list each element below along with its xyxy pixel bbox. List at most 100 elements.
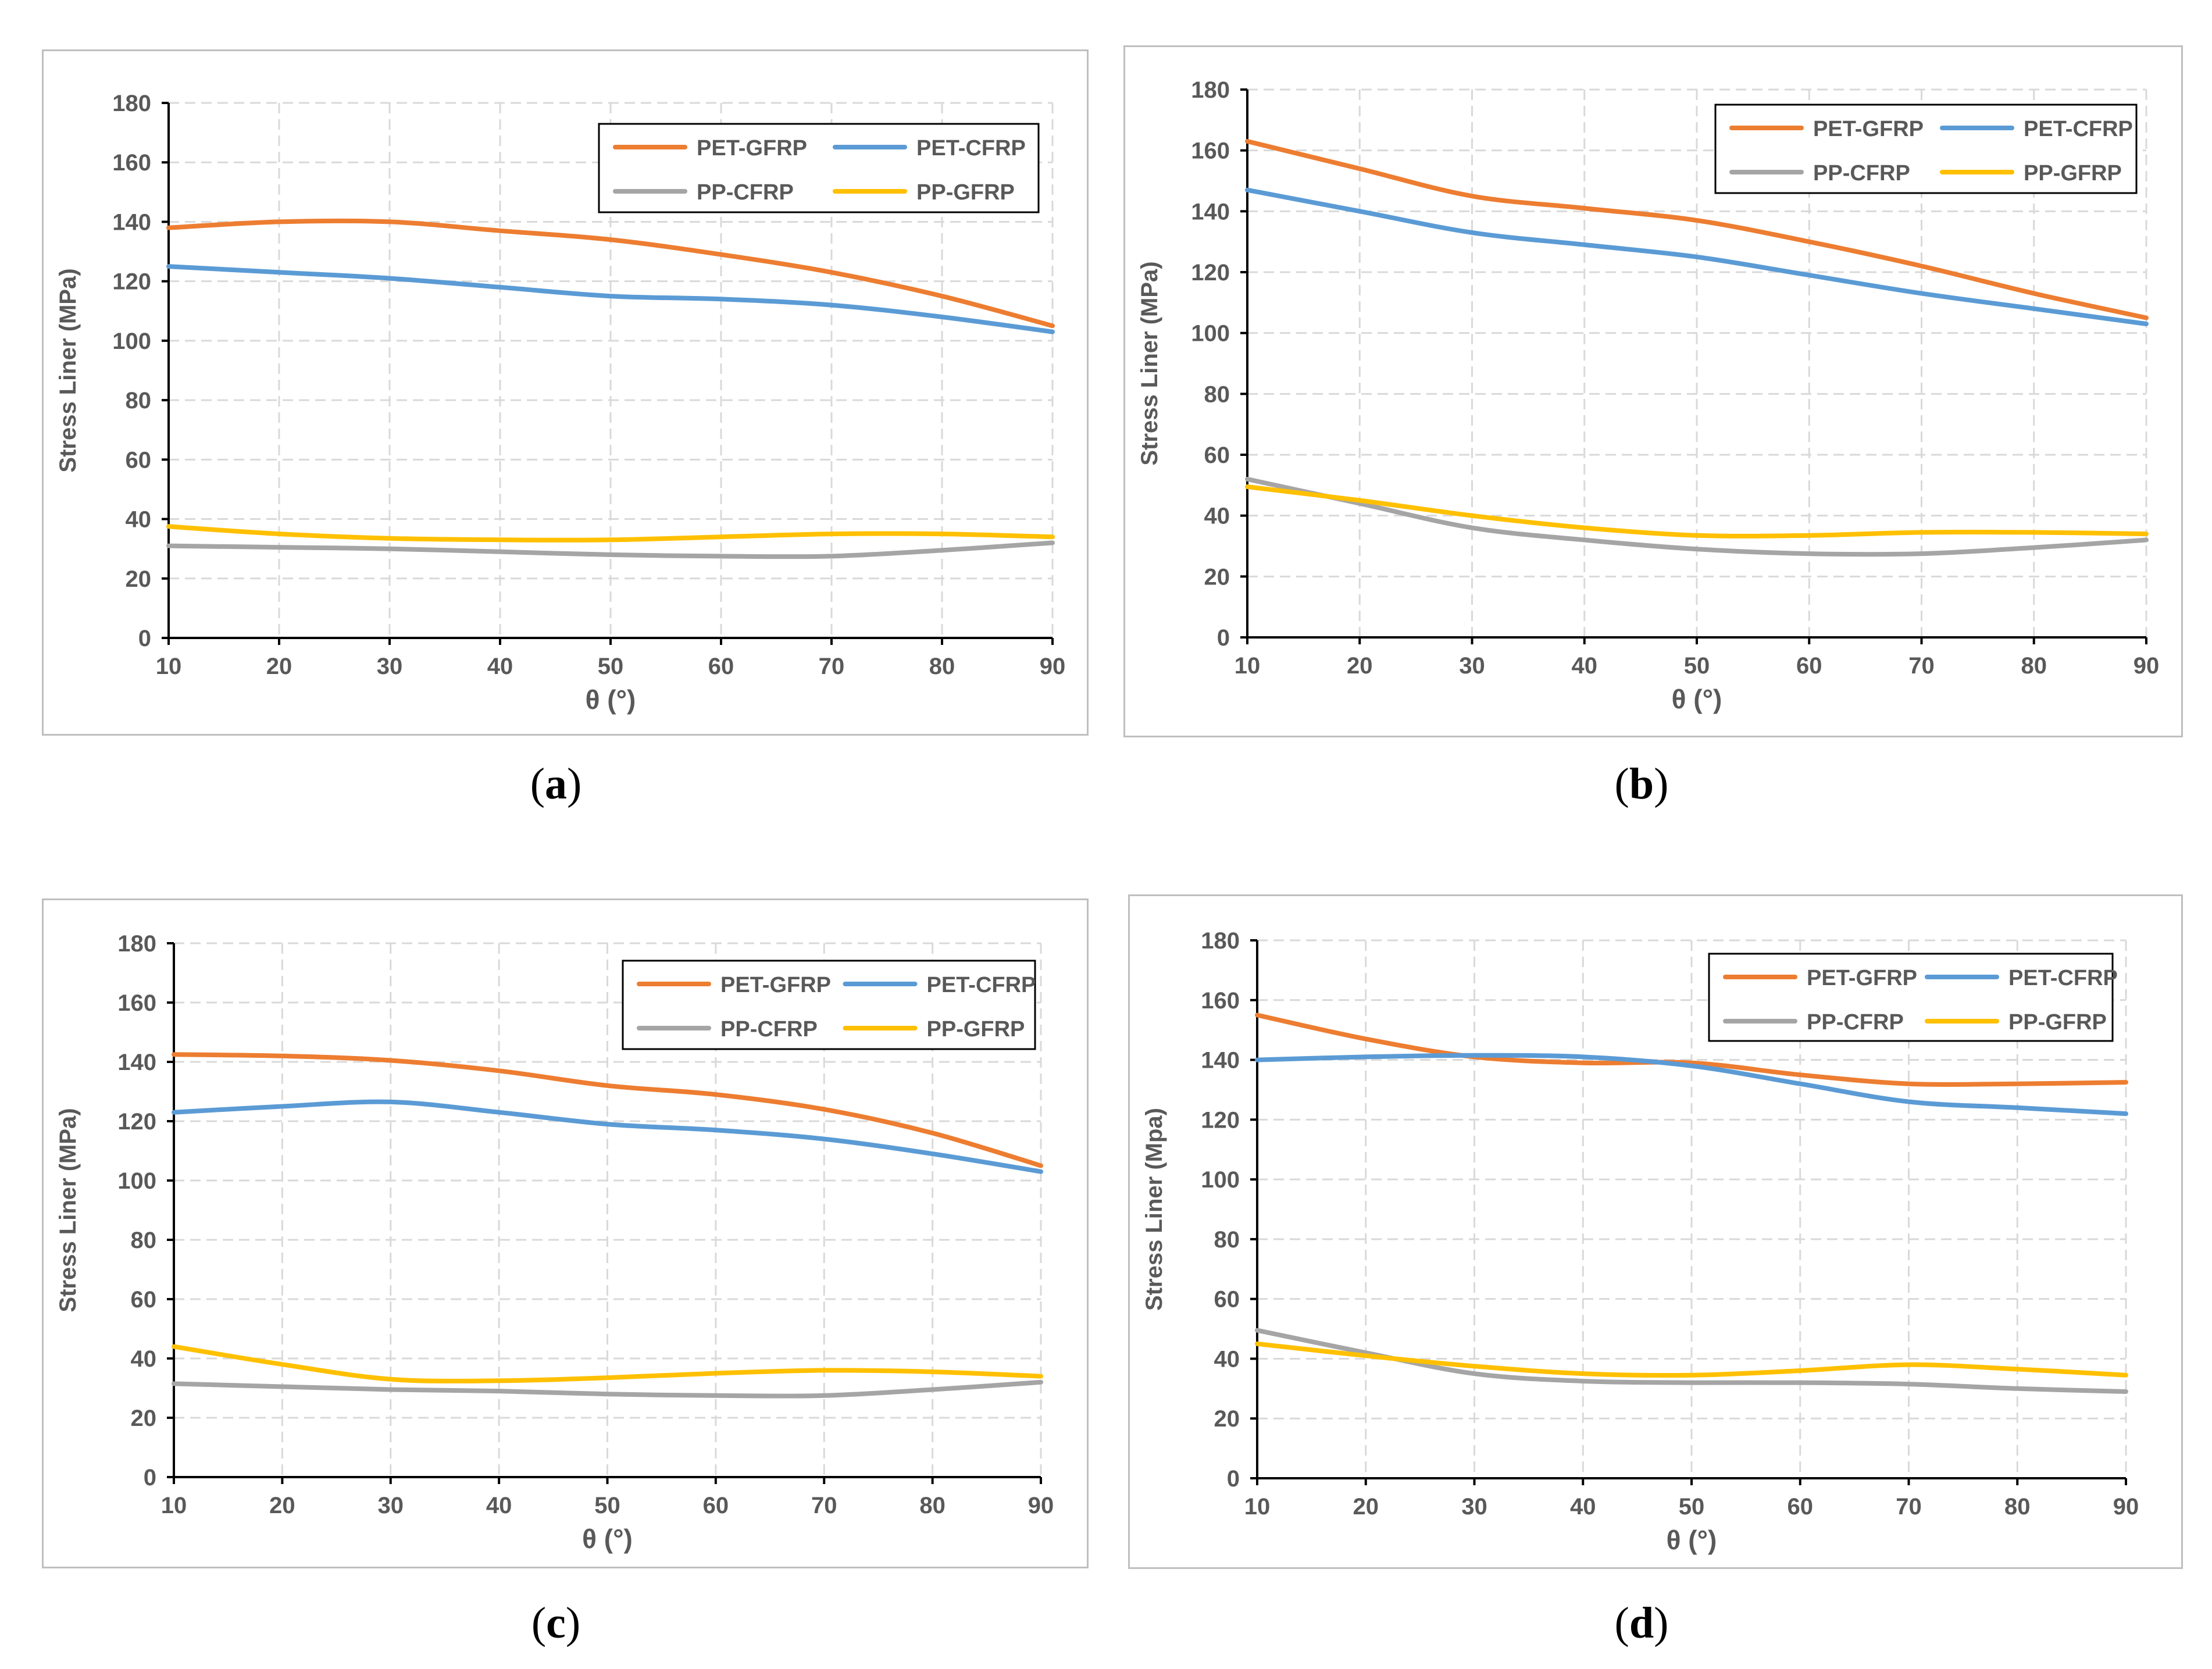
chart1-y-tick-label: 120 [1191, 260, 1230, 286]
chart0-y-tick-label: 120 [112, 269, 151, 295]
chart0-y-tick-label: 180 [112, 91, 151, 116]
chart-b: 0 20 40 60 80 100 120 140 160 180 10 20 30 40 50 60 70 80… [1123, 45, 2183, 737]
chart0-y-axis-label: Stress Liner (MPa) [55, 268, 81, 472]
chart0-y-tick-label: 160 [112, 150, 151, 176]
chart-c: 0 20 40 60 80 100 120 140 160 180 10 20 30 40 50 60 70 80… [42, 898, 1089, 1568]
chart3-series-pet-gfrp-line [1255, 1012, 2128, 1087]
chart0-series-pet-cfrp-line [166, 264, 1055, 334]
chart1-x-axis-label: θ (°) [1672, 684, 1722, 714]
chart3-legend-box [1708, 953, 2114, 1042]
chart0-y-tick-label: 20 [126, 566, 152, 592]
chart2-series-pp-cfrp-line [172, 1379, 1043, 1399]
chart1-y-tick-label: 60 [1204, 443, 1230, 468]
chart3-y-tick-label: 140 [1201, 1048, 1240, 1074]
chart0-series-pp-cfrp-line [166, 540, 1055, 559]
chart0-legend-label-pp-gfrp: PP-GFRP [916, 180, 1015, 205]
chart3-legend: PET-GFRP PET-CFRP PP-CFRP PP-GFRP [1708, 953, 2118, 1042]
chart0-legend-label-pet-cfrp: PET-CFRP [916, 136, 1026, 161]
chart2-legend-label-pet-gfrp: PET-GFRP [720, 973, 831, 997]
chart0-y-tick-label: 0 [138, 626, 151, 651]
chart3-y-tick-label: 100 [1201, 1167, 1240, 1193]
chart1-legend: PET-GFRP PET-CFRP PP-CFRP PP-GFRP [1714, 104, 2138, 194]
chart2-x-tick-label: 50 [594, 1493, 620, 1518]
chart-a: 0 20 40 60 80 100 120 140 160 180 10 20 30 40 50 60 70 80… [42, 49, 1089, 736]
chart1-x-tick-label: 90 [2133, 653, 2160, 679]
chart1-legend-label-pp-cfrp: PP-CFRP [1813, 161, 1910, 186]
chart0-legend-label-pp-cfrp: PP-CFRP [697, 180, 794, 205]
chart3-legend-label-pet-gfrp: PET-GFRP [1807, 966, 1917, 990]
chart2-y-tick-label: 0 [144, 1465, 156, 1490]
chart3-y-tick-label: 20 [1214, 1406, 1240, 1432]
chart3-x-tick-label: 90 [2113, 1494, 2139, 1520]
chart1-series-pet-cfrp-line [1245, 187, 2149, 326]
chart1-legend-label-pet-gfrp: PET-GFRP [1813, 117, 1924, 141]
chart1-y-tick-label: 80 [1204, 381, 1230, 407]
chart0-y-tick-label: 100 [112, 329, 151, 354]
chart2-y-tick-label: 80 [131, 1228, 157, 1253]
chart3-legend-label-pp-gfrp: PP-GFRP [2008, 1010, 2107, 1035]
chart0-legend: PET-GFRP PET-CFRP PP-CFRP PP-GFRP [598, 123, 1040, 213]
chart2-y-tick-label: 160 [117, 990, 156, 1016]
chart3-y-tick-label: 160 [1201, 988, 1240, 1014]
chart0-legend-box [598, 123, 1040, 213]
chart3-x-tick-label: 20 [1353, 1494, 1379, 1520]
chart3-y-axis-label: Stress Liner (Mpa) [1141, 1108, 1167, 1311]
chart0-x-tick-label: 20 [266, 654, 292, 679]
caption-c: (c) [531, 1599, 581, 1647]
chart3-x-tick-label: 50 [1679, 1494, 1705, 1520]
chart2-x-axis-label: θ (°) [582, 1524, 633, 1554]
chart1-y-tick-label: 100 [1191, 321, 1230, 347]
chart2-y-tick-label: 20 [131, 1406, 157, 1431]
chart0-series-pp-gfrp-line [166, 524, 1055, 543]
chart0-legend-label-pet-gfrp: PET-GFRP [697, 136, 807, 161]
chart1-legend-box [1714, 104, 2138, 194]
chart0-x-axis-label: θ (°) [586, 684, 636, 715]
caption-b: (b) [1614, 759, 1669, 808]
chart3-y-tick-label: 60 [1214, 1287, 1240, 1313]
chart2-y-tick-label: 140 [117, 1050, 156, 1075]
chart1-y-tick-label: 20 [1204, 564, 1230, 590]
chart3-y-tick-label: 120 [1201, 1107, 1240, 1133]
chart1-x-tick-label: 70 [1908, 653, 1935, 679]
chart2-x-tick-label: 30 [378, 1493, 404, 1518]
chart1-x-tick-label: 40 [1572, 653, 1598, 679]
chart1-series-pp-cfrp-line [1245, 476, 2149, 557]
chart2-y-tick-label: 40 [131, 1346, 157, 1372]
chart0-x-tick-label: 50 [598, 654, 624, 679]
chart1-y-tick-label: 140 [1191, 199, 1230, 224]
chart3-y-tick-label: 180 [1201, 928, 1240, 954]
chart-panel-b: 0 20 40 60 80 100 120 140 160 180 10 20 30 40 50 60 70 80… [1123, 45, 2183, 737]
chart2-y-axis-label: Stress Liner (MPa) [55, 1108, 81, 1312]
caption-a: (a) [530, 759, 582, 808]
chart3-x-tick-label: 70 [1896, 1494, 1922, 1520]
chart2-y-tick-label: 60 [131, 1287, 157, 1313]
chart1-y-tick-label: 0 [1217, 625, 1230, 651]
chart3-series-pp-gfrp-line [1255, 1341, 2128, 1378]
chart3-x-tick-label: 40 [1570, 1494, 1596, 1520]
chart2-x-tick-label: 60 [703, 1493, 729, 1518]
chart-panel-a: 0 20 40 60 80 100 120 140 160 180 10 20 30 40 50 60 70 80… [42, 49, 1089, 736]
chart-panel-c: 0 20 40 60 80 100 120 140 160 180 10 20 30 40 50 60 70 80… [42, 898, 1089, 1568]
chart2-y-tick-label: 120 [117, 1109, 156, 1135]
chart0-x-tick-label: 30 [377, 654, 403, 679]
chart1-series-pet-gfrp-line [1245, 139, 2149, 320]
chart1-legend-label-pet-cfrp: PET-CFRP [2024, 117, 2133, 141]
chart0-x-tick-label: 70 [819, 654, 845, 679]
chart3-x-axis-label: θ (°) [1667, 1525, 1717, 1555]
chart2-x-tick-label: 40 [486, 1493, 512, 1518]
chart0-x-tick-label: 90 [1040, 654, 1066, 679]
chart3-y-tick-label: 0 [1227, 1466, 1240, 1492]
chart0-x-tick-label: 40 [487, 654, 513, 679]
chart2-x-tick-label: 10 [161, 1493, 187, 1518]
chart2-y-tick-label: 180 [117, 931, 156, 957]
chart3-y-tick-label: 40 [1214, 1346, 1240, 1372]
chart0-y-tick-label: 80 [126, 388, 152, 413]
chart2-series-pet-cfrp-line [172, 1099, 1043, 1174]
caption-d: (d) [1614, 1599, 1669, 1647]
chart3-legend-label-pp-cfrp: PP-CFRP [1807, 1010, 1904, 1035]
chart1-x-tick-label: 50 [1684, 653, 1710, 679]
chart2-series-pet-gfrp-line [172, 1052, 1043, 1168]
chart2-legend-label-pp-gfrp: PP-GFRP [927, 1017, 1025, 1042]
chart1-y-tick-label: 160 [1191, 138, 1230, 164]
chart2-x-tick-label: 70 [811, 1493, 837, 1518]
